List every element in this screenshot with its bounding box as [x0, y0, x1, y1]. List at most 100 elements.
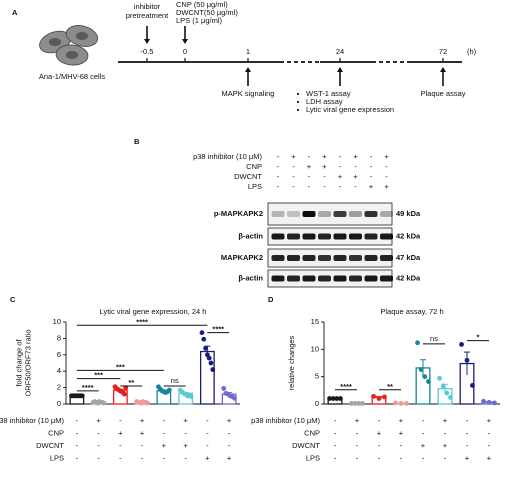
condition-sign: + — [353, 152, 358, 161]
condition-sign: - — [378, 416, 381, 425]
arrow-head — [337, 67, 343, 72]
condition-sign: - — [141, 453, 144, 462]
blot-label: p-MAPKAPK2 — [214, 209, 263, 218]
data-point — [415, 340, 420, 346]
condition-sign: - — [444, 453, 447, 462]
significance-label: **** — [82, 383, 94, 392]
condition-sign: - — [422, 428, 425, 437]
condition-sign: - — [356, 441, 359, 450]
blot-band — [380, 255, 393, 261]
data-point — [352, 401, 358, 406]
condition-label: DWCNT — [234, 172, 262, 181]
blot-band — [318, 275, 331, 282]
condition-sign: - — [334, 453, 337, 462]
condition-sign: - — [370, 172, 373, 181]
condition-sign: - — [228, 428, 231, 437]
condition-sign: - — [119, 416, 122, 425]
chart-title: Lytic viral gene expression, 24 h — [100, 307, 207, 316]
arrow-head — [144, 39, 150, 44]
blot-band — [364, 233, 378, 240]
treatment: LPS (1 μg/ml) — [176, 16, 223, 25]
blot-label: β-actin — [238, 231, 263, 240]
blot-band — [333, 211, 347, 217]
condition-sign: + — [96, 416, 101, 425]
data-point — [145, 400, 150, 406]
condition-sign: - — [444, 428, 447, 437]
y-axis-label: ORF50/ORF73 ratio — [23, 329, 32, 396]
condition-sign: + — [140, 428, 145, 437]
condition-sign: - — [339, 152, 342, 161]
data-point — [448, 395, 453, 400]
y-tick-label: 8 — [57, 333, 61, 342]
cell-nucleus — [66, 51, 78, 59]
condition-sign: - — [422, 416, 425, 425]
condition-sign: - — [308, 172, 311, 181]
condition-sign: - — [292, 162, 295, 171]
cells-label: Ana-1/MHV-68 cells — [39, 72, 106, 81]
condition-sign: + — [205, 453, 210, 462]
condition-label: p38 inhibitor (10 μM) — [0, 416, 65, 425]
condition-sign: - — [277, 182, 280, 191]
condition-sign: + — [183, 441, 188, 450]
data-point — [470, 383, 475, 388]
condition-sign: - — [354, 182, 357, 191]
data-point — [338, 396, 343, 401]
assay: Plaque assay — [420, 89, 465, 98]
condition-sign: + — [399, 428, 404, 437]
condition-sign: + — [162, 441, 167, 450]
condition-sign: - — [378, 441, 381, 450]
data-point — [166, 387, 172, 393]
condition-sign: - — [97, 453, 100, 462]
data-point — [356, 401, 362, 406]
condition-sign: - — [76, 441, 79, 450]
data-point — [330, 396, 336, 401]
bullet — [296, 108, 300, 112]
data-point — [422, 374, 428, 380]
y-tick-label: 6 — [57, 350, 61, 359]
condition-sign: - — [308, 182, 311, 191]
data-point — [444, 390, 450, 396]
condition-sign: - — [378, 453, 381, 462]
assay: Lytic viral gene expression — [306, 105, 394, 114]
blot-band — [318, 233, 331, 240]
blot-band — [349, 233, 362, 240]
data-point — [101, 400, 107, 406]
condition-sign: + — [369, 182, 374, 191]
condition-sign: - — [488, 441, 491, 450]
arrow-head — [440, 67, 446, 72]
cell-nucleus — [49, 38, 61, 46]
condition-label: p38 inhibitor (10 μM) — [251, 416, 320, 425]
condition-sign: - — [323, 182, 326, 191]
treatment: CNP (50 μg/ml) — [176, 0, 228, 9]
y-axis-label: relative changes — [287, 335, 296, 390]
blot-band — [333, 233, 347, 240]
blot-band — [318, 255, 331, 261]
condition-sign: - — [184, 428, 187, 437]
data-point — [459, 342, 464, 347]
blot-band — [318, 211, 331, 217]
condition-sign: - — [400, 453, 403, 462]
significance-label: ** — [387, 382, 393, 391]
data-point — [210, 367, 216, 372]
condition-sign: + — [183, 416, 188, 425]
data-point — [376, 396, 382, 401]
condition-sign: + — [355, 416, 360, 425]
condition-sign: - — [334, 428, 337, 437]
data-point — [486, 399, 492, 405]
data-point — [199, 330, 205, 336]
blot-band — [380, 233, 393, 240]
condition-sign: - — [356, 453, 359, 462]
assay: LDH assay — [306, 97, 343, 106]
condition-label: CNP — [304, 428, 320, 437]
blot-band — [349, 255, 362, 261]
data-point — [232, 395, 237, 401]
significance-label: ns — [171, 376, 179, 385]
blot-band — [271, 233, 285, 240]
data-point — [382, 394, 387, 400]
data-point — [203, 345, 208, 351]
significance-label: *** — [94, 371, 103, 380]
condition-sign: + — [487, 416, 492, 425]
data-point — [208, 360, 214, 366]
blot-label: β-actin — [238, 273, 263, 282]
